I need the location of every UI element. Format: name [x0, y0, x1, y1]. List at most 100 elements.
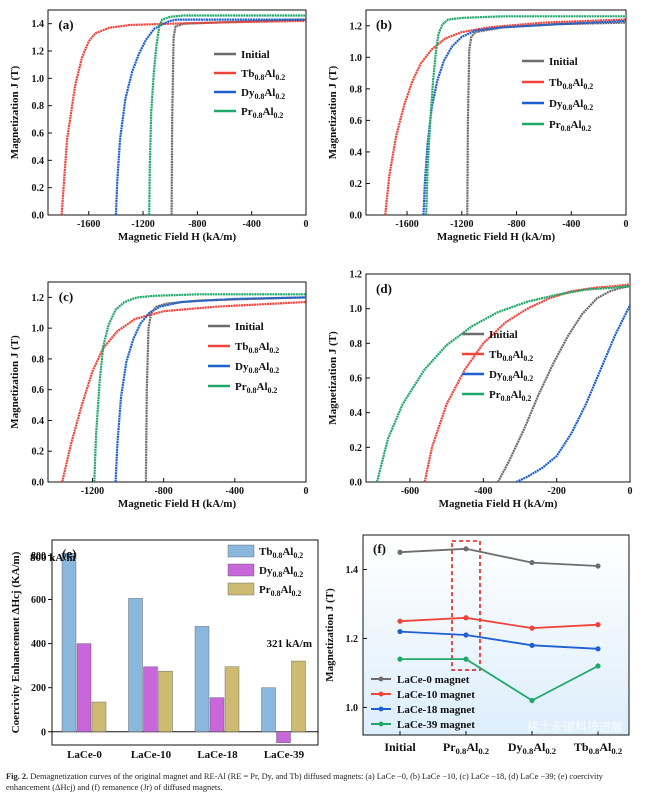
- series-point-dy: [397, 628, 403, 635]
- label-part: Pr: [241, 106, 253, 118]
- label-part: Al: [263, 106, 274, 118]
- label-part: Initial: [235, 321, 264, 333]
- label-part: Al: [466, 740, 479, 754]
- label-part: Al: [533, 740, 546, 754]
- label-part: Initial: [549, 56, 578, 68]
- series-line-pr: [93, 293, 306, 483]
- label-part: 0.2: [522, 394, 532, 403]
- y-axis-label: Magnetization J (T): [327, 65, 339, 159]
- series-line-dy: [422, 19, 627, 216]
- label-part: 0.8: [254, 92, 264, 101]
- label-part: 0.2: [611, 746, 622, 756]
- legend-label: Dy0.8Al0.2: [489, 369, 533, 383]
- label-part: 0.8: [254, 73, 264, 82]
- legend-label: Tb0.8Al0.2: [241, 68, 285, 82]
- label-part: Tb: [259, 546, 272, 558]
- y-tick-label: 0.4: [32, 156, 45, 167]
- label-part: Tb: [549, 77, 562, 89]
- label-part: Pr: [235, 381, 247, 393]
- label-part: 0.2: [582, 124, 592, 133]
- y-tick-label: 0.0: [350, 478, 363, 489]
- legend-label: Pr0.8Al0.2: [489, 389, 531, 403]
- label-part: Pr: [549, 119, 561, 131]
- annotation-peak: 800 kA/m: [30, 552, 76, 564]
- series-point-dy: [595, 646, 601, 652]
- panel-label: (a): [58, 17, 73, 32]
- x-tick-label: LaCe-39: [264, 749, 305, 761]
- panel-e: 0 200 400 600 800 Coercivity Enhancement ΔHcj…: [10, 539, 319, 761]
- legend-label: Pr0.8Al0.2: [241, 106, 283, 120]
- y-axis-label: Coercivity Enhancement ΔHcj (KA/m): [10, 551, 22, 733]
- x-tick-label: -400: [474, 486, 492, 497]
- label-part: Al: [282, 565, 293, 577]
- x-tick-label: 0: [304, 219, 309, 230]
- label-part: 0.8: [248, 366, 258, 375]
- y-tick-label: 0.8: [32, 101, 45, 112]
- x-tick-label: Pr0.8Al0.2: [443, 740, 489, 756]
- legend-label: Tb0.8Al0.2: [489, 349, 533, 363]
- y-tick-label: 1.4: [346, 565, 359, 576]
- annotation-lace39: 321 kA/m: [266, 638, 312, 650]
- x-axis-label: Magnetic Field H (kA/m): [118, 231, 237, 243]
- series-line-tb: [60, 19, 307, 216]
- y-tick-label: 1.0: [32, 324, 45, 335]
- watermark-text: 稀土永磁科技进展: [527, 719, 623, 734]
- legend-marker-pr: [378, 721, 384, 727]
- y-tick-label: 0: [41, 727, 46, 738]
- x-tick-label: -1200: [131, 219, 154, 230]
- plot-frame: [365, 9, 627, 216]
- legend-label: Initial: [549, 56, 578, 68]
- series-point-dy: [463, 632, 469, 638]
- label-part: Dy: [259, 565, 273, 577]
- y-axis-label: Magnetization J (T): [9, 335, 21, 429]
- label-part: 0.8: [272, 570, 282, 579]
- bar-bar_tb: [128, 598, 143, 732]
- series-point-dy: [529, 642, 535, 648]
- x-tick-label: LaCe-10: [131, 749, 172, 761]
- y-tick-label: 1.2: [32, 293, 45, 304]
- x-tick-label: 0: [628, 486, 633, 497]
- series-point-tb: [529, 625, 535, 631]
- label-part: Dy: [489, 369, 503, 381]
- x-tick-label: -400: [226, 486, 244, 497]
- label-part: 0.2: [583, 103, 593, 112]
- x-tick-label: 0: [624, 219, 629, 230]
- label-part: 0.2: [545, 746, 556, 756]
- label-part: Al: [258, 361, 269, 373]
- label-part: 0.8: [253, 111, 263, 120]
- series-line-pr: [148, 14, 306, 216]
- y-tick-label: 1.4: [32, 19, 45, 30]
- series-line-dy: [114, 296, 307, 483]
- legend-swatch-bar_dy: [227, 563, 255, 577]
- panel-label: (b): [376, 17, 392, 32]
- y-tick-label: 800: [31, 551, 46, 562]
- label-part: Initial: [489, 329, 518, 341]
- y-tick-label: 0.0: [32, 478, 45, 489]
- label-part: 0.8: [248, 346, 258, 355]
- series-point-pr: [463, 656, 469, 662]
- series-line-pr: [425, 15, 626, 216]
- y-tick-label: 0.0: [350, 211, 363, 222]
- panel-a: -1600 -1200 -800 -400 0 0.0 0.2 0.4 0.6 0.8 1.0 1.2…: [9, 9, 309, 243]
- y-tick-label: 1.2: [350, 21, 363, 32]
- label-part: Tb: [241, 68, 254, 80]
- label-part: 0.2: [523, 354, 533, 363]
- series-point-pr: [529, 697, 535, 704]
- legend-label: LaCe-39 magnet: [397, 719, 475, 731]
- y-tick-label: 0.0: [32, 211, 45, 222]
- y-tick-label: 0.6: [350, 116, 363, 127]
- legend-label: LaCe-10 magnet: [397, 689, 475, 701]
- series-point-pr: [595, 663, 601, 669]
- label-part: 0.8: [247, 386, 257, 395]
- y-tick-label: 0.8: [350, 84, 363, 95]
- label-part: 0.2: [269, 366, 279, 375]
- label-part: Dy: [241, 87, 255, 99]
- series-point-tb: [595, 622, 601, 628]
- legend-label: Tb0.8Al0.2: [549, 77, 593, 91]
- bar-bar_pr: [91, 701, 107, 732]
- x-axis-label: Magnetic Field H (kA/m): [118, 498, 237, 510]
- panel-label: (e): [62, 546, 76, 561]
- series-line-initial: [170, 18, 307, 216]
- label-part: Al: [264, 68, 275, 80]
